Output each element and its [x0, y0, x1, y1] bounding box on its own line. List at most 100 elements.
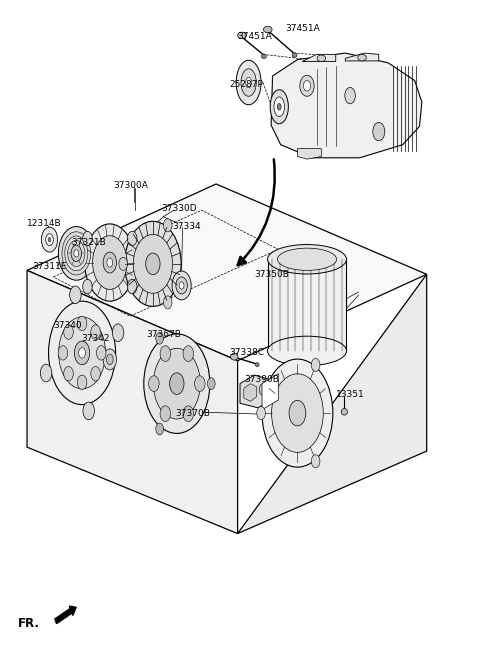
- Ellipse shape: [277, 248, 336, 270]
- Ellipse shape: [179, 282, 184, 289]
- Ellipse shape: [48, 237, 51, 242]
- Text: 37451A: 37451A: [286, 24, 320, 33]
- Text: 37390B: 37390B: [244, 375, 279, 384]
- Polygon shape: [244, 384, 257, 401]
- Ellipse shape: [257, 407, 265, 420]
- Ellipse shape: [207, 378, 215, 390]
- Ellipse shape: [289, 400, 306, 426]
- Ellipse shape: [96, 346, 106, 360]
- Text: 37342: 37342: [81, 334, 109, 343]
- Ellipse shape: [83, 402, 95, 420]
- Ellipse shape: [62, 232, 91, 275]
- Ellipse shape: [127, 279, 137, 294]
- Ellipse shape: [133, 234, 172, 293]
- Ellipse shape: [312, 358, 320, 371]
- Ellipse shape: [303, 81, 311, 91]
- Ellipse shape: [77, 316, 87, 331]
- Ellipse shape: [277, 104, 281, 110]
- Ellipse shape: [93, 236, 127, 289]
- Text: 37321B: 37321B: [72, 238, 106, 247]
- Ellipse shape: [127, 232, 137, 246]
- Ellipse shape: [107, 258, 113, 267]
- Polygon shape: [27, 184, 427, 361]
- Polygon shape: [302, 54, 336, 62]
- Text: 37311E: 37311E: [32, 262, 66, 271]
- Ellipse shape: [46, 234, 53, 245]
- Ellipse shape: [183, 346, 193, 361]
- Ellipse shape: [267, 245, 347, 274]
- Ellipse shape: [77, 375, 87, 390]
- Text: 25287P: 25287P: [229, 80, 264, 89]
- Ellipse shape: [236, 60, 261, 105]
- Ellipse shape: [183, 406, 193, 422]
- Ellipse shape: [172, 271, 191, 300]
- Ellipse shape: [68, 240, 85, 266]
- Ellipse shape: [154, 348, 200, 419]
- Polygon shape: [298, 149, 322, 159]
- Ellipse shape: [169, 373, 184, 394]
- Polygon shape: [238, 274, 427, 533]
- Ellipse shape: [312, 455, 320, 468]
- Ellipse shape: [264, 26, 272, 33]
- Ellipse shape: [79, 348, 85, 358]
- FancyArrow shape: [55, 606, 76, 624]
- Ellipse shape: [163, 296, 172, 309]
- Ellipse shape: [59, 226, 94, 280]
- Ellipse shape: [64, 325, 73, 339]
- Ellipse shape: [103, 349, 117, 370]
- Text: 13351: 13351: [336, 390, 364, 400]
- Ellipse shape: [156, 423, 163, 435]
- Ellipse shape: [262, 359, 333, 467]
- Text: 37451A: 37451A: [238, 32, 272, 41]
- Ellipse shape: [341, 409, 348, 415]
- Ellipse shape: [149, 376, 159, 392]
- Text: 37340: 37340: [53, 321, 82, 330]
- Ellipse shape: [270, 90, 288, 124]
- Text: 37367B: 37367B: [147, 330, 181, 339]
- Text: FR.: FR.: [17, 617, 39, 630]
- Ellipse shape: [83, 232, 92, 246]
- Ellipse shape: [103, 252, 117, 273]
- Ellipse shape: [345, 87, 355, 104]
- Ellipse shape: [64, 367, 73, 381]
- Text: 37334: 37334: [172, 222, 201, 231]
- Polygon shape: [271, 53, 422, 158]
- Ellipse shape: [194, 376, 205, 392]
- Ellipse shape: [59, 317, 106, 389]
- Text: 37350B: 37350B: [254, 270, 289, 279]
- Ellipse shape: [160, 406, 170, 422]
- Ellipse shape: [91, 367, 100, 381]
- Ellipse shape: [107, 354, 113, 365]
- Ellipse shape: [272, 374, 323, 453]
- Polygon shape: [345, 53, 379, 61]
- Ellipse shape: [267, 336, 347, 365]
- Ellipse shape: [255, 363, 259, 367]
- Ellipse shape: [238, 32, 246, 39]
- Ellipse shape: [71, 245, 82, 262]
- Text: 37338C: 37338C: [229, 348, 264, 358]
- Ellipse shape: [112, 324, 124, 342]
- Text: 37370B: 37370B: [175, 409, 210, 418]
- Ellipse shape: [144, 334, 210, 434]
- Ellipse shape: [262, 54, 266, 58]
- Text: 37300A: 37300A: [113, 181, 148, 190]
- Ellipse shape: [146, 253, 160, 275]
- Text: 12314B: 12314B: [27, 218, 61, 228]
- Ellipse shape: [274, 97, 285, 117]
- Text: 37330D: 37330D: [161, 205, 197, 213]
- Polygon shape: [27, 270, 238, 533]
- Ellipse shape: [119, 257, 128, 270]
- Ellipse shape: [317, 55, 325, 62]
- Ellipse shape: [230, 354, 238, 360]
- Ellipse shape: [125, 221, 181, 306]
- Ellipse shape: [40, 364, 52, 382]
- Ellipse shape: [70, 286, 81, 304]
- Ellipse shape: [41, 227, 58, 252]
- Ellipse shape: [358, 54, 366, 61]
- Ellipse shape: [160, 346, 170, 361]
- Ellipse shape: [83, 279, 92, 294]
- Ellipse shape: [246, 77, 252, 88]
- Ellipse shape: [176, 277, 187, 294]
- Ellipse shape: [48, 301, 116, 405]
- Ellipse shape: [58, 346, 68, 360]
